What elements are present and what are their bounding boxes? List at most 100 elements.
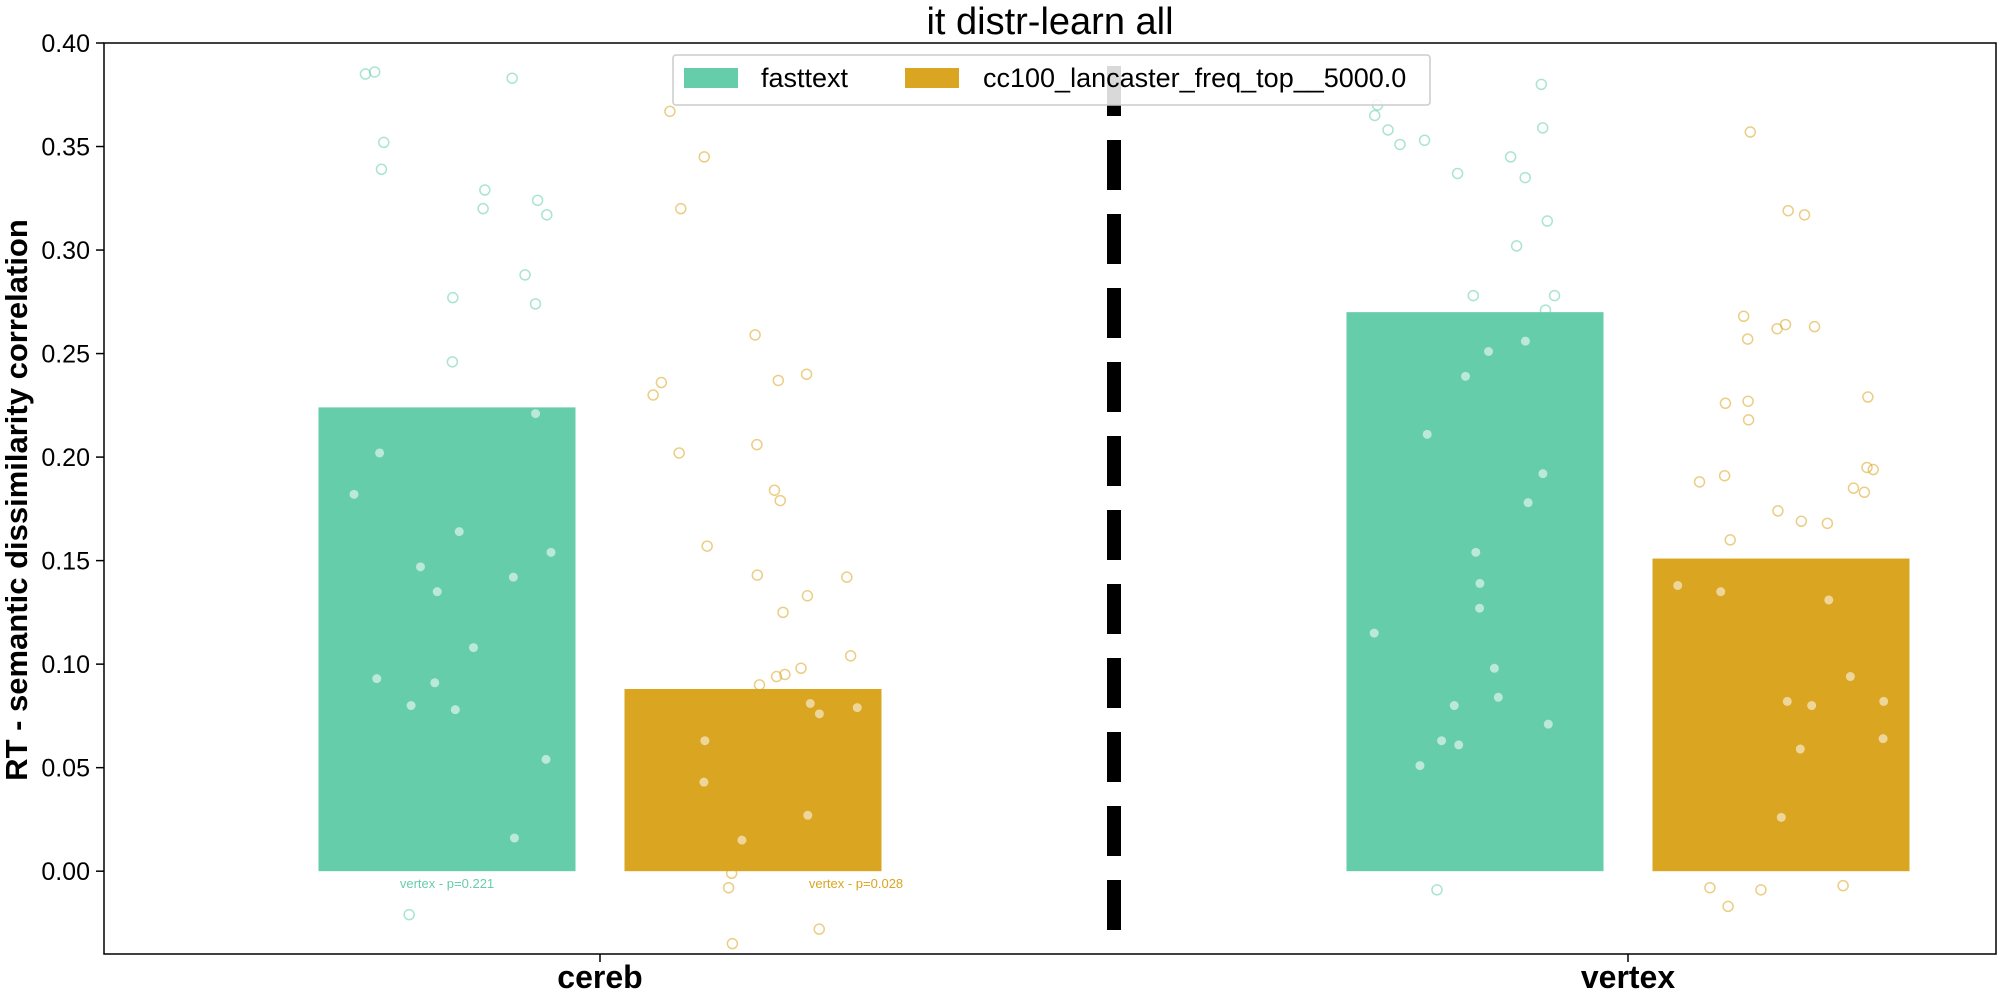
legend-swatch-fasttext xyxy=(684,68,738,88)
data-point xyxy=(1523,498,1533,508)
data-point xyxy=(1422,429,1432,439)
data-point-open xyxy=(1771,322,1783,335)
data-point-open xyxy=(1536,122,1549,134)
data-point xyxy=(1878,734,1888,744)
bar-cereb-0 xyxy=(318,407,576,872)
data-point-open xyxy=(1867,463,1879,476)
data-point-open xyxy=(1782,204,1794,217)
data-point-open xyxy=(1719,397,1732,410)
data-point-open xyxy=(1858,486,1871,499)
data-point xyxy=(1475,603,1485,613)
data-point xyxy=(1824,595,1834,605)
data-point xyxy=(1460,371,1470,381)
y-tick-label: 0.10 xyxy=(41,651,90,679)
data-point-open xyxy=(479,184,491,196)
data-point-open xyxy=(1861,461,1873,474)
legend-label-fasttext: fasttext xyxy=(761,63,849,93)
data-point xyxy=(1795,744,1805,754)
data-point-open xyxy=(1798,209,1811,221)
data-point-open xyxy=(1431,884,1443,896)
bar-cereb-1 xyxy=(624,688,882,872)
data-point-open xyxy=(1704,881,1716,894)
data-point xyxy=(1484,346,1494,356)
data-point-open xyxy=(698,151,711,163)
data-point xyxy=(415,562,425,572)
data-point-open xyxy=(770,670,783,683)
data-point xyxy=(508,572,518,582)
data-point xyxy=(1471,547,1481,557)
data-point-open xyxy=(1539,304,1552,316)
data-point-open xyxy=(777,606,789,619)
data-point-open xyxy=(1724,534,1736,546)
p-value-annotation: vertex - p=0.221 xyxy=(400,876,494,891)
data-point-open xyxy=(506,72,518,84)
data-point-open xyxy=(1742,414,1755,426)
data-point xyxy=(541,754,551,764)
data-point xyxy=(1807,701,1817,711)
data-point xyxy=(1437,736,1447,746)
data-point xyxy=(1489,663,1499,673)
data-point-open xyxy=(673,447,685,459)
data-point-open xyxy=(1548,289,1561,302)
data-point xyxy=(454,527,464,537)
data-point-open xyxy=(1772,505,1784,517)
bar-vertex-0 xyxy=(1346,312,1604,872)
data-point-open xyxy=(768,484,781,496)
data-point-open xyxy=(772,374,785,387)
data-point xyxy=(1369,628,1379,638)
data-point xyxy=(531,409,541,419)
data-point-open xyxy=(647,389,659,401)
y-tick-label: 0.05 xyxy=(41,755,90,783)
data-layer: vertex - p=0.221 vertex - p=0.028 xyxy=(318,66,1910,950)
data-point-open xyxy=(375,163,388,176)
data-point-open xyxy=(378,136,390,149)
data-point xyxy=(1415,761,1425,771)
data-point xyxy=(546,547,556,557)
data-point-open xyxy=(701,540,713,552)
legend-box xyxy=(672,54,1431,106)
data-point xyxy=(1716,587,1726,597)
data-point xyxy=(852,703,862,713)
data-point-open xyxy=(477,202,489,215)
y-tick-label: 0.35 xyxy=(41,134,90,162)
y-tick-label: 0.40 xyxy=(41,30,90,58)
data-point-open xyxy=(1418,134,1431,147)
data-point xyxy=(372,674,382,684)
x-tick-label-vertex: vertex xyxy=(1581,959,1676,995)
data-point-open xyxy=(664,105,676,118)
data-point xyxy=(814,709,824,719)
data-point xyxy=(468,643,478,653)
data-point-open xyxy=(1382,124,1394,136)
data-point xyxy=(699,777,709,787)
data-point-open xyxy=(1535,78,1548,91)
data-point-open xyxy=(1837,879,1849,892)
data-point-open xyxy=(1504,151,1517,163)
data-point-open xyxy=(1467,289,1479,302)
data-point-open xyxy=(529,298,542,310)
data-point-open xyxy=(519,269,531,281)
data-point xyxy=(1449,701,1459,711)
data-point-open xyxy=(722,881,735,894)
data-point-open xyxy=(795,662,807,675)
data-point-open xyxy=(1795,515,1808,528)
data-point xyxy=(700,736,710,746)
data-point xyxy=(406,701,416,711)
data-point xyxy=(1454,740,1464,750)
data-point-open xyxy=(655,376,668,389)
chart-title: it distr-learn all xyxy=(926,1,1173,43)
data-point-open xyxy=(446,356,459,368)
y-tick-label: 0.15 xyxy=(41,548,90,576)
data-point xyxy=(432,587,442,597)
data-point xyxy=(1475,578,1485,588)
x-tick-label-cereb: cereb xyxy=(557,959,642,995)
data-point-open xyxy=(359,68,372,80)
y-tick-label: 0.20 xyxy=(41,444,90,472)
data-point-open xyxy=(844,650,857,662)
data-point-open xyxy=(1741,333,1754,345)
data-point xyxy=(430,678,440,688)
data-point xyxy=(450,705,460,715)
data-point-open xyxy=(1742,395,1754,407)
data-point-open xyxy=(1369,109,1381,122)
data-point-open xyxy=(1737,310,1750,323)
data-point-open xyxy=(813,923,825,935)
